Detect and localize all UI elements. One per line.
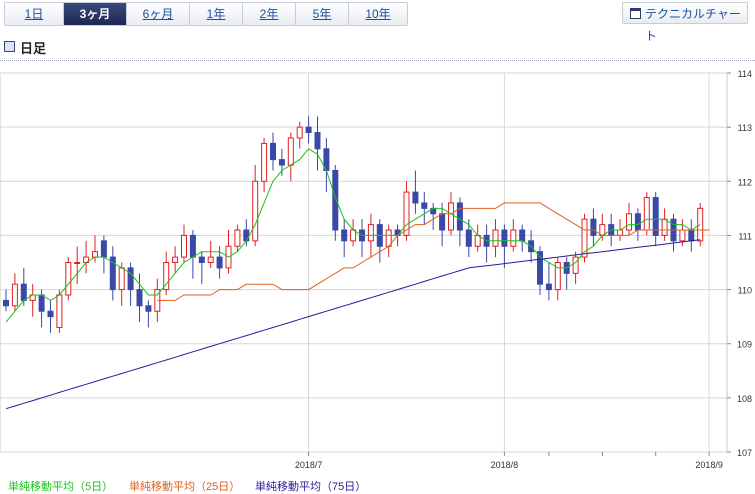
- legend-ma25: 単純移動平均（25日）: [129, 481, 241, 493]
- ma5-line: [5, 148, 701, 323]
- candle-body: [465, 229, 472, 247]
- candle-body: [189, 234, 196, 258]
- candle-body: [439, 213, 446, 231]
- candle-body: [679, 229, 686, 242]
- candle-body: [38, 294, 45, 312]
- candle-body: [421, 202, 428, 209]
- y-tick-label: 108: [737, 394, 752, 404]
- tab-6m[interactable]: 6ヶ月: [127, 3, 190, 25]
- candle-body: [367, 224, 374, 242]
- candle-body: [626, 213, 632, 231]
- y-tick-label: 112: [738, 177, 752, 187]
- y-tick-label: 110: [738, 286, 752, 296]
- candle-body: [198, 256, 205, 264]
- candle-body: [305, 126, 312, 134]
- plot-area: [0, 72, 728, 453]
- ma75-line: [5, 239, 701, 410]
- candle-body: [207, 256, 214, 264]
- section-title-text: 日足: [20, 41, 47, 56]
- candle-body: [181, 234, 187, 258]
- candle-body: [278, 159, 285, 166]
- candle-body: [332, 169, 339, 231]
- candle-body: [652, 197, 659, 236]
- technical-chart-button[interactable]: テクニカルチャート: [622, 2, 748, 43]
- x-tick-label: 2018/9: [695, 460, 723, 470]
- candle-body: [403, 191, 410, 236]
- legend-ma75: 単純移動平均（75日）: [255, 481, 367, 493]
- tab-1y[interactable]: 1年: [190, 3, 243, 25]
- candle-body: [474, 234, 481, 247]
- tab-3m[interactable]: 3ヶ月: [64, 3, 127, 25]
- period-tabs: 1日 3ヶ月 6ヶ月 1年 2年 5年 10年: [4, 2, 408, 26]
- candle-body: [412, 191, 419, 204]
- candle-body: [296, 126, 303, 139]
- candle-body: [581, 218, 588, 258]
- candle-body: [643, 197, 650, 231]
- candle-body: [270, 142, 276, 161]
- y-tick-label: 114: [738, 69, 752, 79]
- candle-body: [617, 229, 624, 236]
- candle-body: [109, 256, 116, 291]
- candle-body: [314, 132, 321, 150]
- candle-body: [92, 251, 98, 258]
- candle-body: [510, 229, 517, 247]
- candle-body: [634, 213, 641, 231]
- candle-body: [3, 299, 9, 307]
- candle-body: [127, 267, 134, 291]
- candle-body: [341, 229, 348, 242]
- divider: [0, 60, 755, 61]
- candle-body: [501, 229, 508, 247]
- window-icon: [630, 8, 641, 19]
- candle-body: [287, 137, 294, 166]
- y-tick-label: 113: [738, 123, 752, 133]
- candle-body: [572, 256, 579, 274]
- candle-body: [243, 229, 250, 242]
- tab-5y[interactable]: 5年: [296, 3, 349, 25]
- candle-body: [11, 283, 18, 307]
- technical-chart-label: テクニカルチャート: [645, 7, 741, 43]
- y-tick-label: 111: [738, 231, 752, 241]
- candle-body: [261, 142, 268, 182]
- candle-body: [56, 294, 63, 328]
- candle-body: [252, 180, 259, 242]
- tab-10y[interactable]: 10年: [349, 3, 407, 25]
- candle-body: [456, 202, 463, 231]
- tab-1d[interactable]: 1日: [5, 3, 64, 25]
- candle-body: [554, 262, 561, 291]
- candle-body: [590, 218, 597, 236]
- candle-body: [74, 262, 81, 264]
- candle-body: [65, 262, 72, 296]
- candle-body: [448, 202, 454, 231]
- candle-body: [163, 262, 170, 291]
- candle-body: [118, 267, 125, 291]
- candle-body: [136, 289, 143, 307]
- candle-body: [661, 218, 668, 236]
- candle-body: [688, 229, 695, 242]
- x-tick-label: 2018/7: [295, 460, 323, 470]
- candle-body: [145, 305, 152, 312]
- candle-body: [537, 251, 543, 285]
- candle-body: [47, 310, 54, 318]
- ma25-line: [157, 202, 710, 301]
- candle-body: [216, 256, 223, 269]
- candle-body: [100, 240, 107, 258]
- tab-2y[interactable]: 2年: [243, 3, 296, 25]
- candle-body: [519, 229, 526, 242]
- y-tick-label: 109: [737, 340, 752, 350]
- square-bullet-icon: [4, 41, 15, 52]
- legend-ma5: 単純移動平均（5日）: [8, 481, 114, 493]
- x-tick-label: 2018/8: [491, 460, 519, 470]
- candle-body: [492, 229, 499, 247]
- candle-body: [545, 283, 552, 291]
- y-tick-label: 107: [737, 448, 752, 458]
- candle-body: [172, 256, 179, 264]
- candle-body: [20, 283, 27, 301]
- candle-body: [234, 229, 241, 247]
